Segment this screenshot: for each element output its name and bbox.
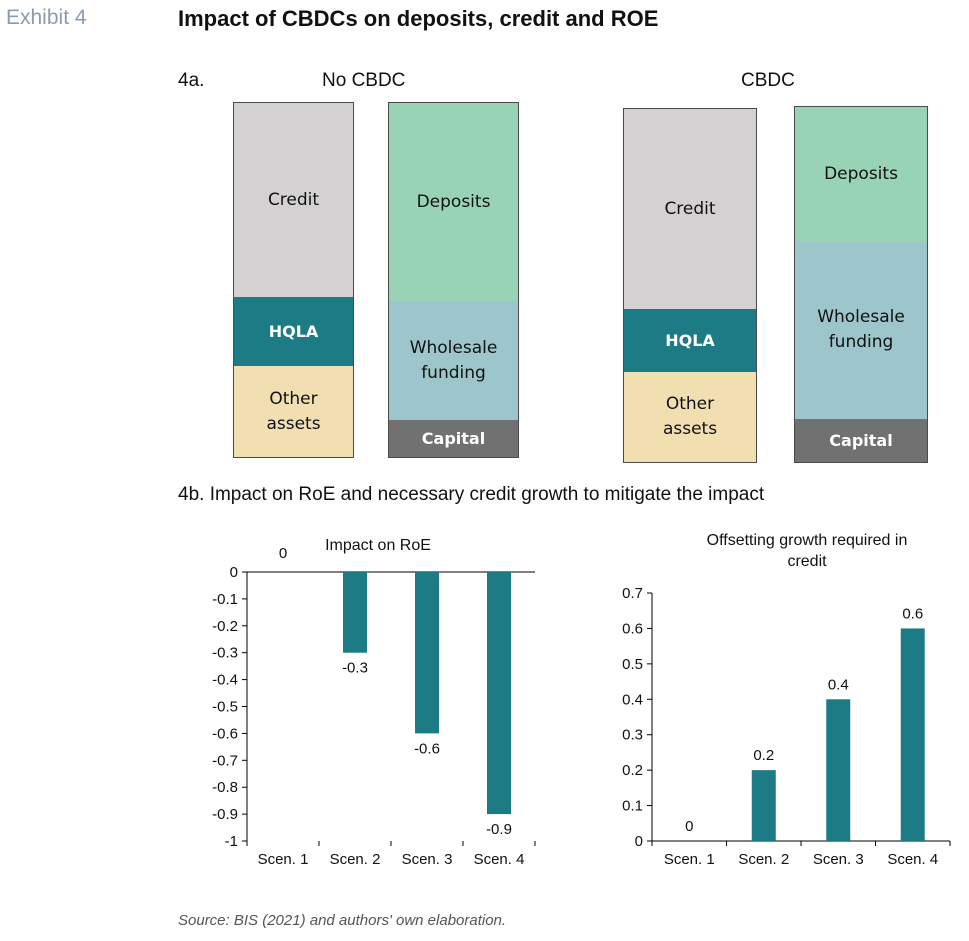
page-title: Impact of CBDCs on deposits, credit and … [178,6,659,31]
y-tick-label: -0.6 [212,725,238,742]
y-tick-label: 0.5 [622,656,643,673]
y-tick-label: 0.2 [622,762,643,779]
y-tick-label: -0.8 [212,779,238,796]
no-cbdc-title: No CBDC [322,70,406,91]
no-cbdc-wholesale-funding: Wholesale funding [389,301,518,420]
cbdc-wholesale-funding: Wholesale funding [795,241,927,419]
chart-title: Impact on RoE [325,537,431,554]
data-label: 0 [685,818,693,835]
y-tick-label: -0.5 [212,699,238,716]
data-label: 0.4 [828,676,849,693]
cbdc-credit: Credit [624,109,756,309]
cbdc-capital: Capital [795,419,927,462]
no-cbdc-assets-stack: Credit HQLA Other assets [233,102,354,458]
data-label: -0.3 [342,660,368,677]
bar-scen-2 [343,572,367,653]
cbdc-title: CBDC [741,70,795,91]
bar-scen-4 [900,628,925,841]
no-cbdc-capital: Capital [389,420,518,457]
bar-scen-3 [415,572,439,734]
category-label: Scen. 2 [330,851,381,868]
no-cbdc-deposits: Deposits [389,103,518,301]
chart-title-line2: credit [787,553,827,570]
chart-offsetting-growth: Offsetting growth required in credit 0 0.1 0… [622,532,951,868]
y-tick-label: -0.2 [212,618,238,635]
chart-title-line1: Offsetting growth required in [707,532,908,549]
panel-4b-label: 4b. Impact on RoE and necessary credit g… [178,484,765,505]
exhibit-label: Exhibit 4 [6,6,87,29]
bar-scen-2 [751,770,776,841]
y-tick-label: 0.4 [622,691,643,708]
cbdc-other-assets: Other assets [624,372,756,462]
no-cbdc-hqla: HQLA [234,297,353,366]
category-label: Scen. 1 [258,851,309,868]
data-label: 0.6 [902,605,923,622]
source-note: Source: BIS (2021) and authors' own elab… [178,912,507,929]
data-label: -0.6 [414,740,440,757]
category-label: Scen. 3 [402,851,453,868]
y-tick-label: 0.1 [622,798,643,815]
y-tick-label: 0.3 [622,727,643,744]
category-label: Scen. 2 [738,851,789,868]
panel-4a-label: 4a. [178,70,205,91]
cbdc-assets-stack: Credit HQLA Other assets [623,108,757,463]
y-tick-label: -0.9 [212,806,238,823]
bar-scen-3 [826,699,851,841]
y-tick-label: 0.7 [622,585,643,602]
data-label: 0.2 [753,747,774,764]
y-tick-label: 0.6 [622,620,643,637]
category-label: Scen. 4 [887,851,938,868]
y-tick-label: 0 [230,564,238,581]
data-label: 0 [279,545,287,562]
y-tick-label: -0.4 [212,672,238,689]
y-tick-label: -0.1 [212,591,238,608]
no-cbdc-liabilities-stack: Deposits Wholesale funding Capital [388,102,519,458]
no-cbdc-other-assets: Other assets [234,366,353,457]
bar-scen-4 [487,572,511,815]
cbdc-hqla: HQLA [624,309,756,372]
cbdc-deposits: Deposits [795,107,927,241]
no-cbdc-credit: Credit [234,103,353,297]
category-label: Scen. 3 [813,851,864,868]
cbdc-liabilities-stack: Deposits Wholesale funding Capital [794,106,928,463]
category-label: Scen. 1 [664,851,715,868]
data-label: -0.9 [486,821,512,838]
y-tick-label: 0 [635,833,643,850]
y-tick-label: -0.7 [212,752,238,769]
category-label: Scen. 4 [474,851,525,868]
chart-impact-on-roe: Impact on RoE 0 -0.1 -0.2 -0.3 -0.4 -0.5 -0.6 -0… [212,537,536,868]
y-tick-label: -0.3 [212,645,238,662]
y-tick-label: -1 [225,833,238,850]
